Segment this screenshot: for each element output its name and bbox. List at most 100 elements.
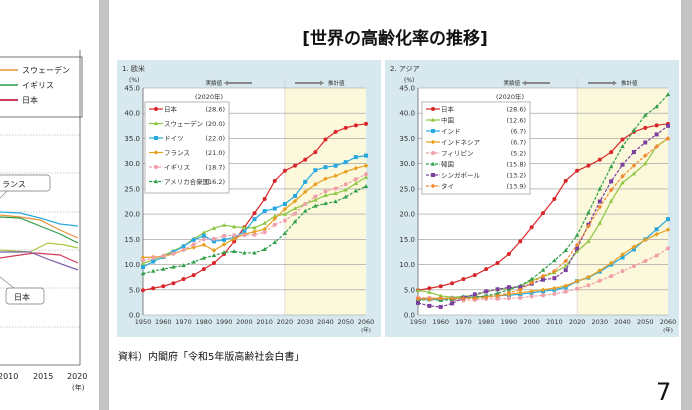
data-point <box>232 233 237 238</box>
data-point <box>141 288 145 293</box>
y-tick-label: 40.0 <box>399 110 415 118</box>
data-point <box>574 278 580 284</box>
x-tick-label: 2000 <box>236 318 253 326</box>
data-point <box>431 107 435 111</box>
data-point <box>150 268 156 273</box>
forecast-label: 推計値 <box>328 79 345 87</box>
legend-label: イギリス <box>164 163 190 171</box>
data-point <box>171 251 176 256</box>
y-tick-label: 30.0 <box>124 160 140 168</box>
y-tick-label: 0.0 <box>404 312 415 320</box>
y-tick-label: 5.0 <box>404 286 415 294</box>
data-point <box>654 231 659 237</box>
data-point <box>343 182 348 187</box>
legend-label: シンガポール <box>441 170 481 179</box>
x-tick-label: 1990 <box>216 318 233 326</box>
left-series-line <box>0 216 79 244</box>
left-x-unit: (年) <box>72 383 85 392</box>
data-point <box>574 242 580 248</box>
data-point <box>472 273 477 278</box>
data-point <box>665 227 671 233</box>
x-tick-label: 1970 <box>455 318 472 326</box>
y-tick-label: 15.0 <box>399 236 415 244</box>
x-tick-label: 2060 <box>660 318 677 326</box>
data-point <box>363 174 369 179</box>
y-tick-label: 45.0 <box>399 85 415 93</box>
data-point <box>620 252 625 257</box>
series-line <box>142 173 367 262</box>
data-point <box>518 285 523 290</box>
data-point <box>518 295 523 300</box>
data-point <box>506 287 512 292</box>
data-point <box>472 292 477 297</box>
data-point <box>620 180 625 185</box>
data-point <box>438 293 443 298</box>
left-legend-label: 日本 <box>22 95 38 105</box>
x-tick-label: 2040 <box>614 318 631 326</box>
data-point <box>140 271 146 276</box>
data-point <box>541 277 545 282</box>
series-4 <box>141 172 368 263</box>
data-point <box>608 164 614 169</box>
legend-item: 日本 (28.6) <box>149 104 225 113</box>
legend-box <box>144 101 230 194</box>
x-tick-label: 2010 <box>546 318 563 326</box>
left-series-line <box>0 242 79 253</box>
x-tick-label: 1970 <box>175 318 192 326</box>
data-point <box>333 173 338 179</box>
data-point <box>262 226 267 232</box>
legend-label: インド <box>441 127 461 135</box>
data-point <box>529 276 534 281</box>
x-tick-label: 1960 <box>155 318 172 326</box>
legend-value: (18.7) <box>205 163 225 171</box>
data-point <box>495 287 500 292</box>
chart-panel-europe-america: 0.0 5.0 10.0 15.0 20.0 25.0 30.0 35.0 40.0 45.0 19… <box>117 60 381 337</box>
series-0 <box>416 121 670 293</box>
data-point <box>292 206 298 211</box>
data-point <box>313 203 318 208</box>
data-point <box>262 220 267 225</box>
data-point <box>597 186 603 191</box>
chart-panel-asia: 0.0 5.0 10.0 15.0 20.0 25.0 30.0 35.0 40.0 45.0 19… <box>385 60 679 337</box>
data-point <box>517 290 523 296</box>
y-tick-label: 35.0 <box>399 135 415 143</box>
data-point <box>211 248 217 253</box>
data-point <box>506 251 511 256</box>
data-point <box>333 191 338 196</box>
data-point <box>272 206 277 211</box>
data-point <box>620 269 625 274</box>
data-point <box>529 294 534 299</box>
data-point <box>631 150 636 155</box>
legend-value: (28.6) <box>205 105 225 113</box>
data-point <box>282 211 288 216</box>
data-point <box>333 163 338 168</box>
legend-item: インド (6.7) <box>426 127 526 135</box>
data-point <box>343 187 348 192</box>
data-point <box>343 160 348 165</box>
data-point <box>191 273 196 278</box>
data-point <box>575 168 580 173</box>
data-point <box>449 296 455 301</box>
data-point <box>541 293 545 298</box>
y-tick-label: 25.0 <box>124 185 140 193</box>
panel-label: 2. アジア <box>390 65 420 73</box>
legend-item: ドイツ (22.0) <box>149 134 225 142</box>
data-point <box>575 286 580 291</box>
data-point <box>552 196 557 201</box>
data-point <box>201 242 207 248</box>
data-point <box>427 297 432 302</box>
data-point <box>323 176 328 182</box>
data-point <box>597 199 602 204</box>
data-point <box>517 287 523 293</box>
data-point <box>211 261 216 266</box>
data-point <box>151 286 156 291</box>
y-axis-unit: (%) <box>129 77 139 84</box>
x-tick-label: 1950 <box>135 318 152 326</box>
data-point <box>643 140 648 145</box>
data-point <box>563 289 568 294</box>
data-point <box>141 265 145 270</box>
legend-value: (12.6) <box>506 116 526 124</box>
data-point <box>586 274 591 280</box>
data-point <box>506 296 511 301</box>
data-point <box>609 150 614 155</box>
